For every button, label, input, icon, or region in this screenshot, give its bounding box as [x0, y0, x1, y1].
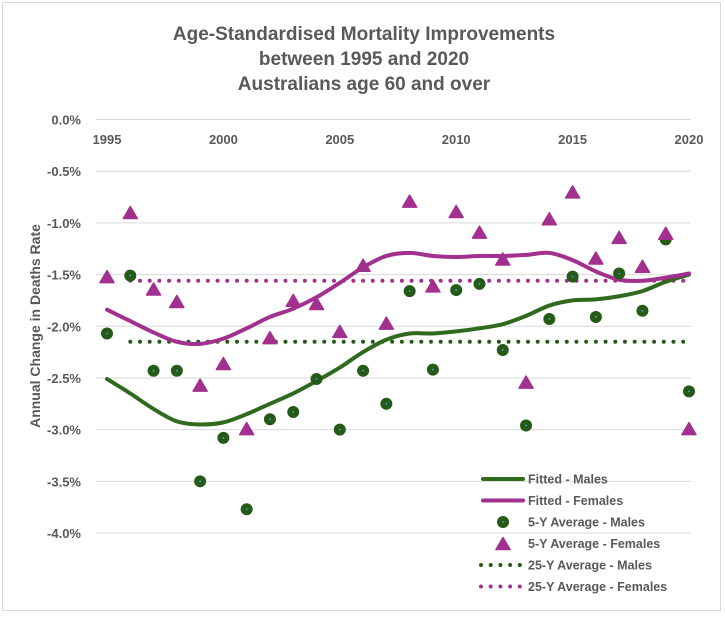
legend-label: Fitted - Females — [528, 494, 623, 508]
chart-title: Age-Standardised Mortality Improvements … — [173, 24, 555, 95]
series-5-y-average-females — [99, 185, 697, 436]
data-point — [495, 252, 511, 266]
data-point-center — [199, 480, 202, 483]
data-point-center — [315, 378, 318, 380]
y-tick-label: -1.5% — [47, 268, 81, 283]
legend-item: Fitted - Females — [481, 494, 623, 508]
x-tick-label: 2015 — [558, 132, 587, 147]
data-point — [518, 375, 534, 389]
fitted-line — [105, 272, 691, 427]
y-tick-label: -3.5% — [47, 474, 81, 489]
x-tick-label: 2020 — [675, 132, 704, 147]
data-point-center — [362, 369, 364, 372]
data-point — [215, 356, 232, 371]
y-tick-label: -2.5% — [47, 371, 81, 386]
data-point — [99, 269, 115, 284]
legend-label: 5-Y Average - Males — [528, 516, 645, 530]
legend-swatch — [495, 536, 511, 551]
chart: Age-Standardised Mortality Improvements … — [27, 24, 704, 594]
data-point-center — [269, 418, 271, 421]
data-point-center — [688, 390, 690, 393]
series-fitted-females — [105, 250, 691, 346]
data-point — [588, 251, 604, 265]
data-point — [448, 204, 464, 219]
data-point — [169, 294, 185, 309]
x-axis-ticks: 1995 2000 2005 2010 2015 2020 — [93, 132, 704, 147]
y-tick-label: -3.0% — [47, 423, 81, 438]
data-point-center — [501, 349, 504, 351]
data-point — [657, 226, 674, 240]
data-point — [238, 421, 255, 436]
legend-swatch-center — [502, 521, 504, 523]
data-point-center — [594, 316, 597, 318]
data-point-center — [385, 402, 388, 405]
data-point-center — [525, 424, 527, 427]
data-point — [471, 225, 488, 239]
chart-title-line-2: between 1995 and 2020 — [259, 49, 469, 70]
data-point-center — [641, 309, 644, 312]
data-point — [634, 259, 651, 274]
data-point-center — [618, 272, 621, 275]
data-point-center — [478, 282, 481, 285]
data-point — [332, 324, 348, 339]
data-point-center — [455, 289, 458, 291]
data-point — [425, 279, 441, 293]
data-point-center — [245, 508, 248, 511]
data-point-center — [338, 428, 341, 431]
y-tick-label: 0.0% — [51, 113, 81, 128]
data-point — [564, 185, 581, 199]
legend: Fitted - Males Fitted - Females 5-Y Averag… — [479, 473, 667, 594]
data-point — [122, 205, 139, 220]
data-point — [308, 296, 325, 311]
legend-item: 5-Y Average - Males — [497, 516, 645, 530]
data-point-center — [129, 274, 132, 277]
legend-item: Fitted - Males — [481, 473, 608, 487]
x-tick-label: 2000 — [209, 132, 238, 147]
fitted-line — [105, 250, 691, 346]
chart-frame: Age-Standardised Mortality Improvements … — [2, 2, 721, 611]
legend-label: 25-Y Average - Females — [528, 580, 667, 594]
y-tick-label: -4.0% — [47, 526, 81, 541]
y-tick-label: -0.5% — [47, 164, 81, 179]
chart-title-line-1: Age-Standardised Mortality Improvements — [173, 24, 555, 45]
data-point — [145, 282, 162, 296]
data-point-center — [571, 275, 574, 278]
data-point — [378, 316, 395, 330]
gridlines — [96, 119, 691, 534]
data-point — [262, 330, 278, 345]
legend-label: 25-Y Average - Males — [528, 559, 652, 573]
data-point — [681, 421, 697, 436]
data-point-center — [408, 290, 411, 293]
legend-label: 5-Y Average - Females — [528, 537, 660, 551]
x-tick-label: 1995 — [93, 132, 122, 147]
data-point — [355, 258, 371, 273]
x-tick-label: 2005 — [325, 132, 354, 147]
y-axis-ticks: 0.0% -0.5% -1.0% -1.5% -2.0% -2.5% -3.0% -3.5% -… — [47, 113, 81, 542]
data-point — [611, 230, 627, 245]
legend-item: 5-Y Average - Females — [495, 536, 660, 551]
y-tick-label: -2.0% — [47, 319, 81, 334]
data-point-center — [432, 368, 434, 371]
legend-item: 25-Y Average - Males — [479, 559, 652, 573]
data-point-center — [292, 411, 295, 413]
data-point — [541, 211, 558, 226]
y-tick-label: -1.0% — [47, 216, 81, 231]
chart-title-line-3: Australians age 60 and over — [238, 74, 491, 95]
data-point-center — [152, 369, 155, 372]
series — [99, 185, 697, 516]
data-point-center — [175, 369, 178, 372]
legend-label: Fitted - Males — [528, 473, 608, 487]
x-tick-label: 2010 — [442, 132, 471, 147]
data-point-center — [222, 436, 225, 439]
data-point — [285, 293, 301, 308]
data-point-center — [106, 332, 108, 335]
data-point — [192, 378, 208, 392]
y-axis-label: Annual Change in Deaths Rate — [27, 224, 43, 428]
legend-item: 25-Y Average - Females — [479, 580, 667, 594]
series-fitted-males — [105, 272, 691, 427]
data-point — [401, 194, 418, 208]
data-point-center — [548, 318, 551, 320]
